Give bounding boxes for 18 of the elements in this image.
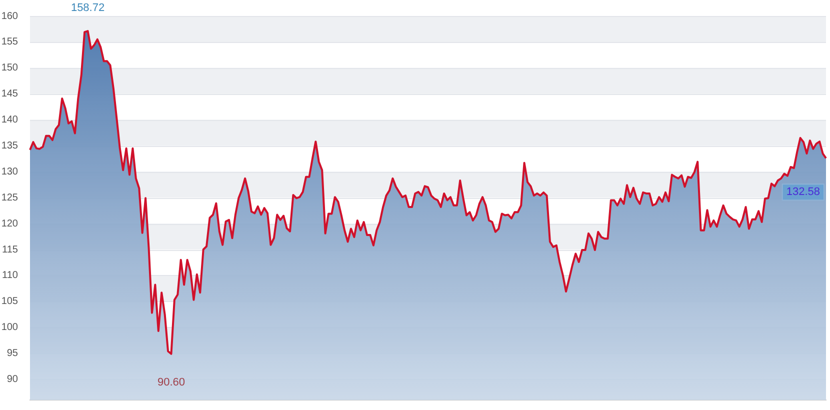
y-tick-label: 150	[1, 62, 18, 74]
y-tick-label: 95	[6, 348, 18, 360]
y-tick-label: 100	[1, 322, 18, 334]
text: 158.72	[70, 2, 105, 14]
y-tick-label: 125	[1, 192, 18, 204]
y-tick-label: 105	[1, 296, 18, 308]
y-tick-label: 110	[2, 270, 18, 282]
y-tick-label: 115	[2, 244, 18, 256]
annotation: 132.58	[786, 186, 820, 198]
y-tick-label: 90	[6, 374, 18, 385]
y-tick-label: 160	[1, 10, 18, 22]
y-tick-label: 155	[1, 36, 18, 48]
y-tick-label: 145	[1, 88, 18, 100]
y-tick-label: 135	[1, 140, 18, 152]
y-tick-label: 130	[1, 166, 18, 178]
y-tick-label: 140	[1, 114, 18, 126]
y-tick-label: 120	[1, 218, 18, 230]
annotation: 90.60	[157, 376, 185, 389]
